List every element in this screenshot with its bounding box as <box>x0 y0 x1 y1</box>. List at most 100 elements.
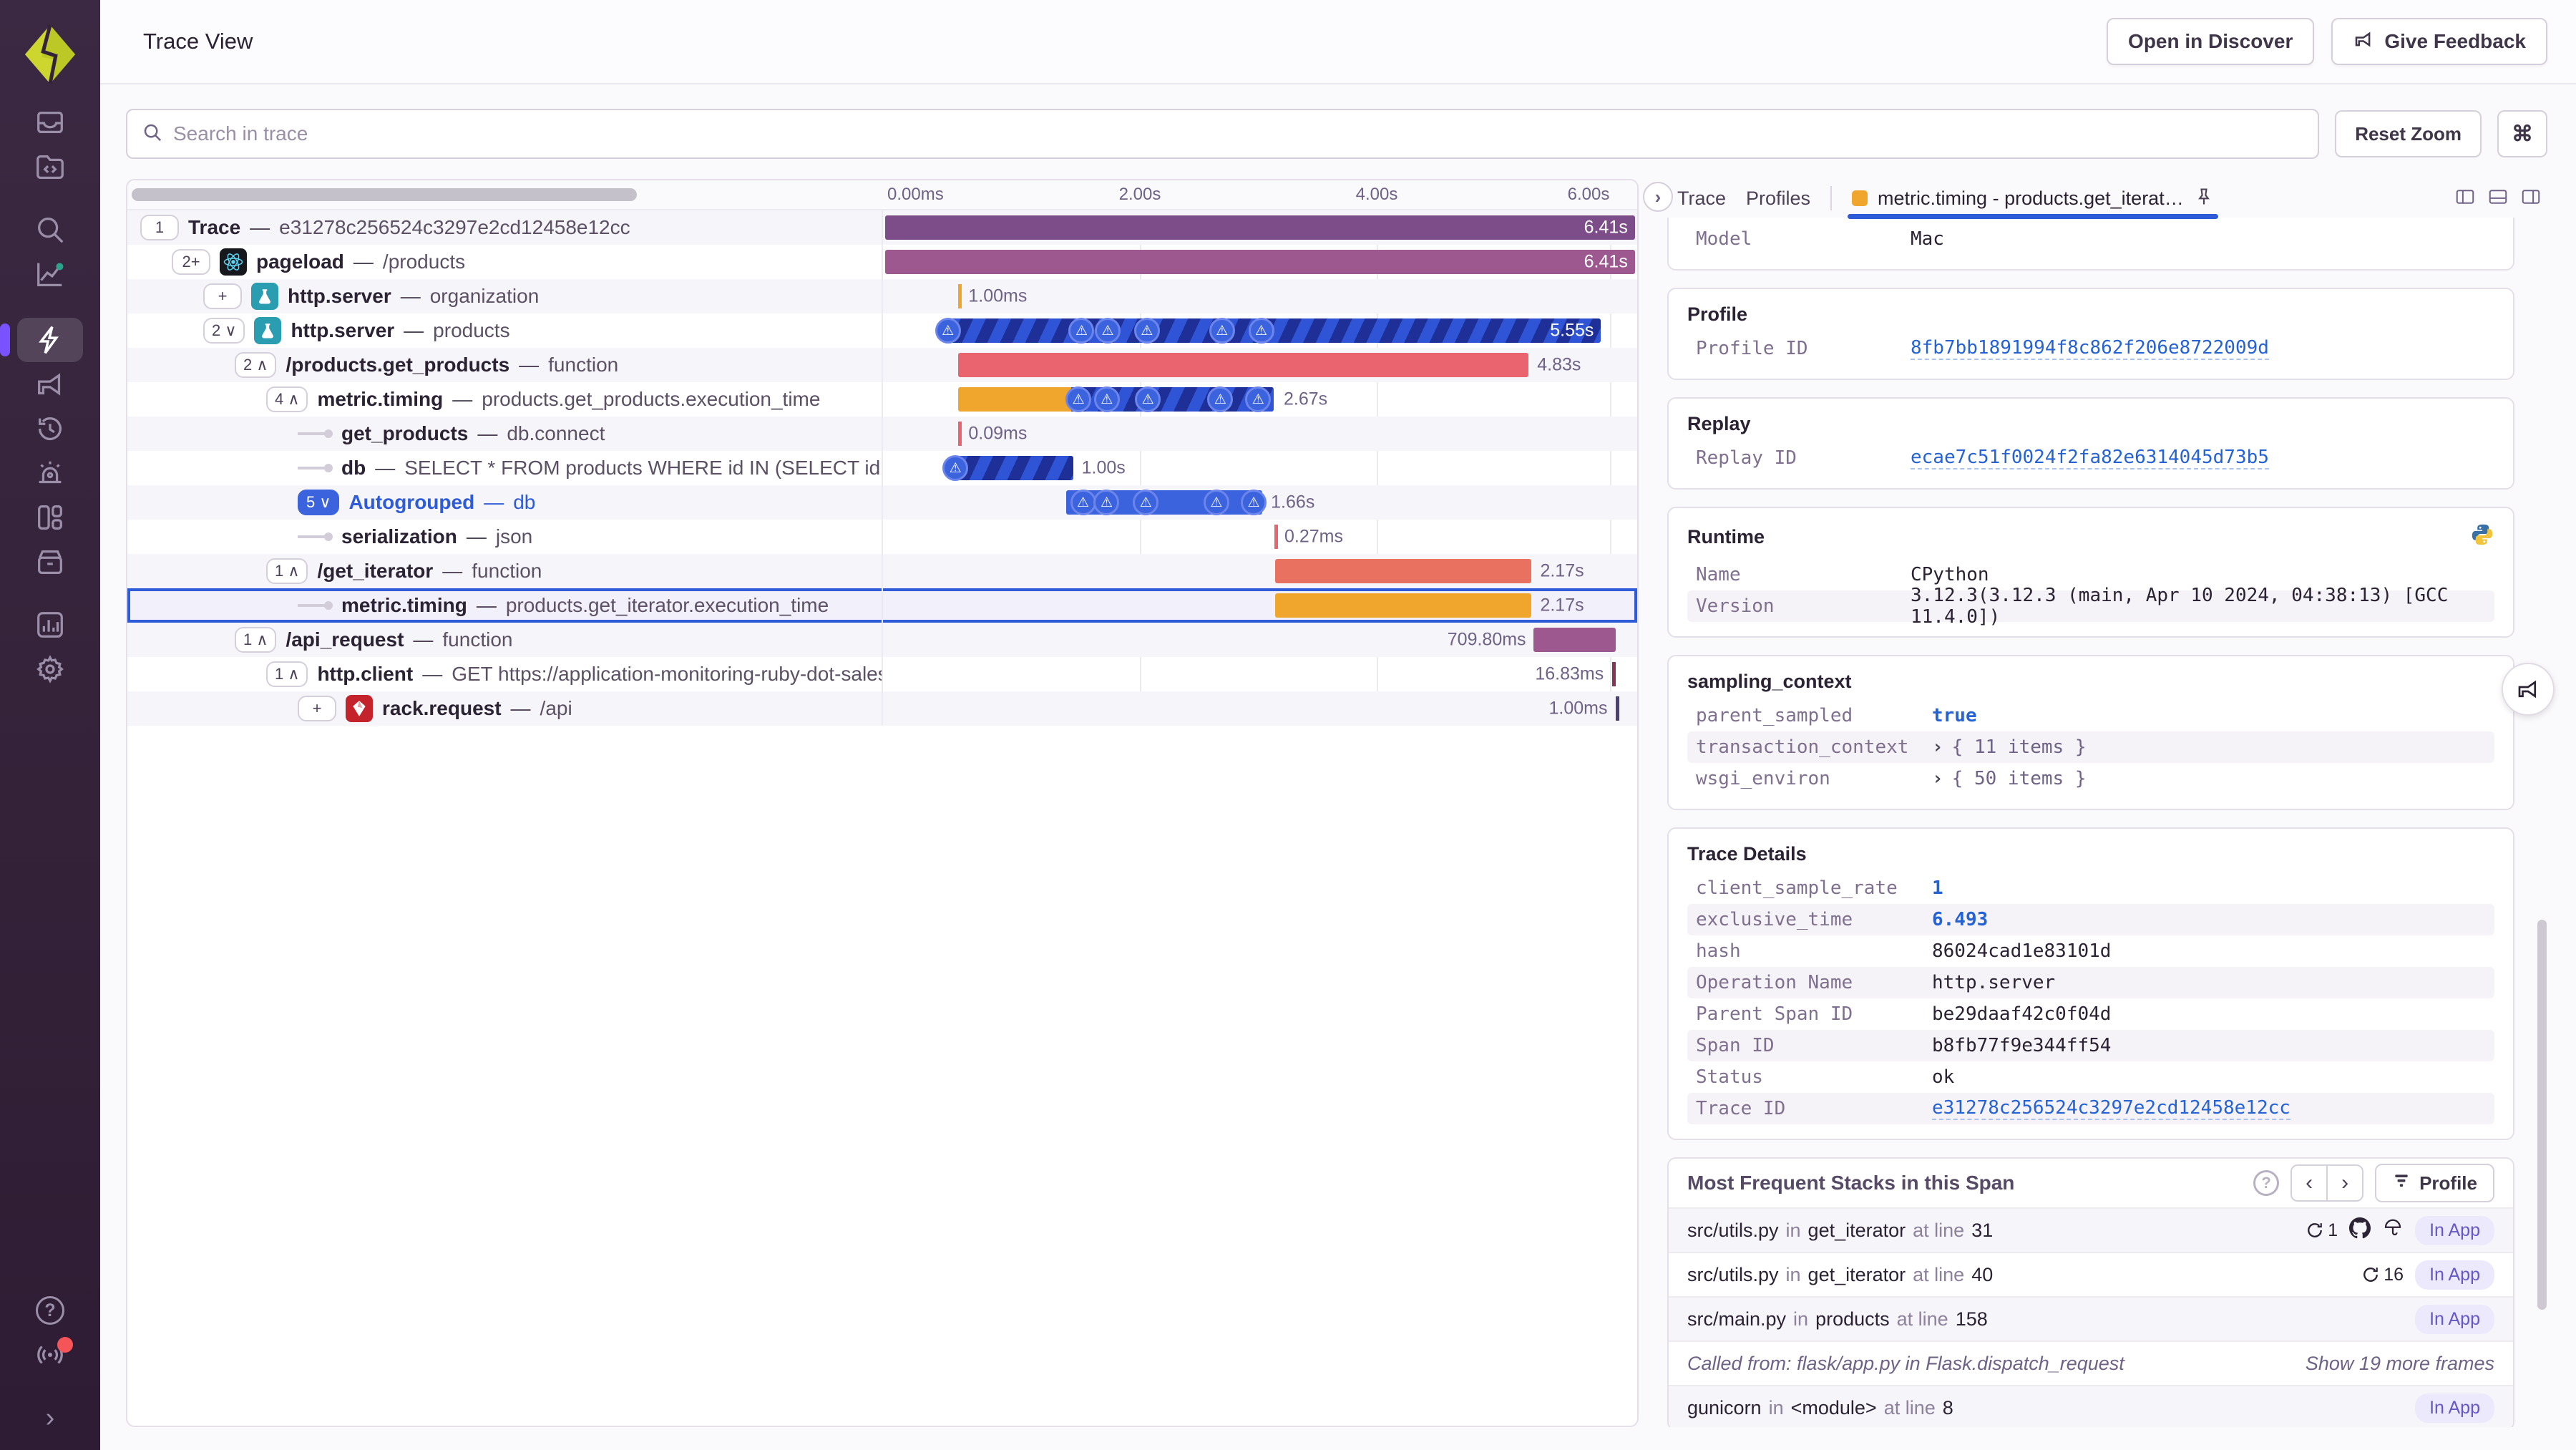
span-tick[interactable] <box>958 284 962 308</box>
expandable-value[interactable]: ›{ 50 items } <box>1932 768 2087 789</box>
sidebar-item-issues[interactable] <box>17 100 83 145</box>
span-bar[interactable] <box>1533 628 1616 652</box>
table-row[interactable]: + http.server — organization 1.00ms <box>127 279 1637 313</box>
warning-icon[interactable]: ⚠ <box>1133 318 1160 344</box>
span-bar[interactable] <box>1275 559 1532 583</box>
table-row[interactable]: serialization — json 0.27ms <box>127 520 1637 554</box>
span-tick[interactable] <box>1274 525 1279 549</box>
warning-icon[interactable]: ⚠ <box>1245 386 1272 412</box>
span-bar[interactable]: ⚠ ⚠ ⚠ ⚠ ⚠ <box>958 386 1274 412</box>
warning-icon[interactable]: ⚠ <box>1207 386 1234 412</box>
expandable-value[interactable]: ›{ 11 items } <box>1932 736 2087 758</box>
stack-frame-row[interactable]: src/main.py in products at line 158 In App <box>1669 1296 2513 1340</box>
warning-icon[interactable]: ⚠ <box>1240 490 1267 515</box>
table-row[interactable]: 2+ pageload — /products 6.41s <box>127 245 1637 279</box>
prev-stack-button[interactable]: ‹ <box>2290 1164 2328 1202</box>
sentry-spotlight-logo[interactable] <box>19 21 81 87</box>
autofix-icon[interactable] <box>2382 1217 2404 1244</box>
row-expand-badge[interactable]: + <box>298 696 336 721</box>
tab-trace[interactable]: Trace <box>1677 187 1727 209</box>
warning-icon[interactable]: ⚠ <box>1093 490 1120 515</box>
sidebar-item-settings[interactable] <box>17 647 83 691</box>
span-tick[interactable] <box>1612 662 1616 686</box>
details-scroll-area[interactable]: Model Mac Profile Profile ID 8fb7bb1891994… <box>1653 218 2547 1427</box>
span-bar[interactable]: ⚠ ⚠ ⚠ ⚠ ⚠ ⚠ 5.55s <box>935 318 1601 344</box>
row-count-badge[interactable]: 1 <box>140 215 179 240</box>
pin-icon[interactable] <box>2194 187 2214 210</box>
warning-icon[interactable]: ⚠ <box>935 318 961 344</box>
sidebar-collapse-button[interactable]: › <box>45 1403 55 1433</box>
give-feedback-button[interactable]: Give Feedback <box>2331 18 2547 65</box>
row-count-badge[interactable]: 2+ <box>172 249 210 275</box>
table-row[interactable]: + rack.request — /api 1.00ms <box>127 691 1637 726</box>
span-tick[interactable] <box>958 422 962 446</box>
help-icon[interactable]: ? <box>2253 1170 2280 1196</box>
warning-icon[interactable]: ⚠ <box>1093 386 1120 412</box>
called-from-row[interactable]: Called from: flask/app.py in Flask.dispa… <box>1669 1340 2513 1385</box>
warning-icon[interactable]: ⚠ <box>1065 386 1092 412</box>
layout-left-icon[interactable] <box>2454 186 2476 211</box>
warning-icon[interactable]: ⚠ <box>1133 490 1159 515</box>
reset-zoom-button[interactable]: Reset Zoom <box>2335 110 2482 157</box>
row-count-badge[interactable]: 2 ∨ <box>203 318 245 344</box>
table-row[interactable]: 5 ∨ Autogrouped — db ⚠ ⚠ ⚠ ⚠ ⚠ 1.66s <box>127 485 1637 520</box>
search-in-trace-field[interactable] <box>173 122 2304 145</box>
floating-feedback-button[interactable] <box>2502 663 2555 716</box>
show-more-frames-link[interactable]: Show 19 more frames <box>2305 1352 2494 1374</box>
layout-bottom-icon[interactable] <box>2487 186 2509 211</box>
warning-icon[interactable]: ⚠ <box>1248 318 1274 344</box>
span-bar[interactable]: ⚠ ⚠ ⚠ ⚠ ⚠ <box>1066 490 1267 515</box>
span-bar[interactable] <box>1275 593 1532 618</box>
row-count-badge[interactable]: 1 ∧ <box>235 627 277 653</box>
trace-id-link[interactable]: e31278c256524c3297e2cd12458e12cc <box>1932 1097 2290 1120</box>
table-row[interactable]: db — SELECT * FROM products WHERE id IN … <box>127 451 1637 485</box>
span-tick[interactable] <box>1616 696 1620 721</box>
sidebar-item-feedback[interactable] <box>17 362 83 407</box>
row-count-badge[interactable]: 1 ∧ <box>266 558 308 584</box>
stack-frame-row[interactable]: gunicorn in <module> at line 8 In App <box>1669 1385 2513 1427</box>
open-in-discover-button[interactable]: Open in Discover <box>2107 18 2315 65</box>
warning-icon[interactable]: ⚠ <box>1095 318 1121 344</box>
table-row[interactable]: 2 ∧ /products.get_products — function 4.… <box>127 348 1637 382</box>
replay-id-link[interactable]: ecae7c51f0024f2fa82e6314045d73b5 <box>1911 447 2269 469</box>
table-row[interactable]: 4 ∧ metric.timing — products.get_product… <box>127 382 1637 417</box>
sidebar-item-releases[interactable] <box>17 540 83 584</box>
sidebar-item-alerts[interactable] <box>17 451 83 495</box>
open-profile-button[interactable]: Profile <box>2375 1164 2494 1202</box>
row-count-badge[interactable]: 4 ∧ <box>266 386 308 412</box>
warning-icon[interactable]: ⚠ <box>1135 386 1161 412</box>
horizontal-scrollbar[interactable] <box>132 188 637 201</box>
table-row[interactable]: 1 ∧ /api_request — function 709.80ms <box>127 623 1637 657</box>
sidebar-item-traces[interactable] <box>0 318 83 362</box>
table-row[interactable]: get_products — db.connect 0.09ms <box>127 417 1637 451</box>
sidebar-item-dashboards[interactable] <box>17 495 83 540</box>
profile-id-link[interactable]: 8fb7bb1891994f8c862f206e8722009d <box>1911 337 2269 360</box>
sidebar-item-replays[interactable] <box>17 407 83 451</box>
shortcut-button[interactable]: ⌘ <box>2497 110 2547 157</box>
warning-icon[interactable]: ⚠ <box>1068 318 1095 344</box>
span-bar[interactable]: 6.41s <box>885 215 1635 240</box>
table-row[interactable]: 1 ∧ /get_iterator — function 2.17s <box>127 554 1637 588</box>
warning-icon[interactable]: ⚠ <box>1070 490 1096 515</box>
row-count-badge[interactable]: 1 ∧ <box>266 661 308 687</box>
span-bar[interactable]: 6.41s <box>885 250 1635 274</box>
sidebar-item-explore[interactable] <box>17 208 83 252</box>
table-row[interactable]: 1 Trace — e31278c256524c3297e2cd12458e12… <box>127 210 1637 245</box>
sidebar-item-projects[interactable] <box>17 145 83 189</box>
span-bar[interactable] <box>958 353 1529 377</box>
warning-icon[interactable]: ⚠ <box>1209 318 1235 344</box>
span-bar[interactable]: ⚠ <box>942 455 1073 481</box>
stack-frame-row[interactable]: src/utils.py in get_iterator at line 40 16 I… <box>1669 1252 2513 1296</box>
row-expand-badge[interactable]: + <box>203 283 242 309</box>
warning-icon[interactable]: ⚠ <box>1203 490 1229 515</box>
search-input[interactable] <box>126 109 2320 159</box>
row-count-badge[interactable]: 2 ∧ <box>235 352 277 378</box>
collapse-panel-button[interactable]: › <box>1643 182 1673 212</box>
table-row[interactable]: 1 ∧ http.client — GET https://applicatio… <box>127 657 1637 691</box>
help-icon[interactable]: ? <box>17 1288 83 1333</box>
table-row-selected[interactable]: metric.timing — products.get_iterator.ex… <box>127 588 1637 623</box>
layout-right-icon[interactable] <box>2520 186 2542 211</box>
table-row[interactable]: 2 ∨ http.server — products ⚠ ⚠ ⚠ ⚠ ⚠ ⚠ 5… <box>127 313 1637 348</box>
sidebar-item-stats[interactable] <box>17 603 83 647</box>
next-stack-button[interactable]: › <box>2326 1164 2364 1202</box>
